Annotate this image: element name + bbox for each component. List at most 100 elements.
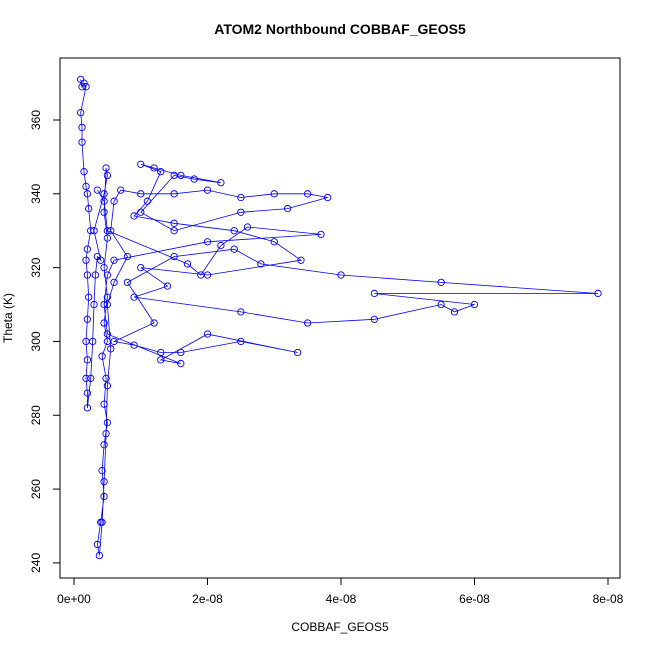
y-tick-label: 360: [29, 110, 43, 130]
data-point: [103, 234, 112, 242]
data-point: [130, 293, 138, 301]
data-point: [87, 374, 95, 382]
data-point: [90, 300, 98, 309]
data-point: [102, 430, 110, 438]
data-point: [110, 337, 118, 346]
data-point: [237, 308, 245, 316]
chart-title: ATOM2 Northbound COBBAF_GEOS5: [214, 21, 466, 37]
data-point: [130, 212, 138, 220]
data-point: [102, 374, 110, 382]
data-line: [80, 79, 599, 556]
y-axis-label: Theta (K): [1, 293, 15, 343]
data-point: [103, 293, 112, 301]
plot-frame: [59, 57, 621, 579]
data-point: [100, 478, 108, 486]
data-point: [243, 223, 252, 231]
x-tick-label: 0e+00: [57, 592, 91, 606]
data-point: [470, 300, 479, 309]
data-point: [370, 315, 379, 323]
data-point: [137, 190, 145, 198]
data-point: [100, 319, 108, 327]
data-point: [82, 182, 90, 191]
data-point: [230, 245, 238, 253]
data-point: [270, 190, 278, 198]
data-point: [163, 282, 172, 290]
data-point: [370, 289, 379, 298]
data-point: [170, 190, 178, 198]
data-point: [100, 441, 108, 449]
data-point: [217, 179, 225, 187]
data-point: [150, 164, 158, 172]
data-point: [97, 256, 105, 264]
data-point: [100, 263, 108, 272]
data-point: [297, 256, 305, 264]
data-point: [437, 278, 445, 287]
data-point: [594, 289, 602, 298]
x-tick-label: 2e-08: [192, 592, 223, 606]
data-point: [117, 186, 125, 194]
data-point: [78, 138, 86, 146]
y-tick-label: 280: [29, 405, 43, 425]
x-tick-label: 4e-08: [326, 592, 357, 606]
y-tick-label: 300: [29, 331, 43, 351]
y-tick-label: 240: [29, 553, 43, 573]
data-point: [183, 260, 192, 268]
data-point: [137, 263, 145, 272]
data-point: [170, 227, 178, 235]
y-tick-label: 260: [29, 479, 43, 499]
data-point: [230, 227, 238, 235]
data-point: [217, 241, 225, 250]
data-point: [89, 337, 97, 346]
data-point: [87, 227, 95, 235]
data-point: [82, 374, 90, 382]
x-tick-label: 6e-08: [459, 592, 490, 606]
data-point: [103, 330, 112, 338]
data-point: [93, 186, 102, 194]
data-point: [100, 197, 108, 205]
data-point: [157, 348, 165, 357]
data-point: [137, 208, 145, 216]
data-point: [107, 345, 115, 353]
y-tick-label: 340: [29, 183, 43, 203]
data-point: [103, 300, 112, 309]
data-point: [170, 252, 178, 261]
data-point: [203, 330, 212, 338]
data-point: [83, 356, 92, 364]
data-point: [437, 300, 445, 309]
data-point: [80, 79, 88, 87]
data-point: [100, 190, 108, 198]
data-point: [103, 418, 112, 427]
data-point: [237, 337, 245, 346]
data-point: [303, 319, 312, 327]
data-point: [150, 319, 158, 327]
data-point: [95, 551, 104, 560]
data-point: [83, 190, 92, 198]
data-point: [83, 389, 92, 397]
data-point: [203, 238, 212, 246]
data-point: [450, 308, 459, 316]
data-point: [107, 227, 115, 235]
data-point: [177, 348, 185, 357]
data-point: [157, 356, 165, 364]
data-point: [85, 204, 93, 213]
data-point: [103, 271, 112, 279]
data-point: [85, 293, 93, 301]
data-point: [317, 230, 325, 239]
data-point: [303, 190, 312, 198]
data-point: [98, 518, 106, 526]
data-point: [78, 83, 86, 91]
data-point: [103, 227, 112, 235]
data-point: [237, 193, 245, 202]
data-point: [257, 260, 265, 268]
data-point: [78, 123, 86, 132]
data-point: [83, 404, 92, 412]
data-point: [137, 160, 145, 168]
data-point: [93, 540, 102, 549]
x-axis-label: COBBAF_GEOS5: [291, 620, 389, 634]
data-point: [130, 341, 138, 349]
data-point: [98, 466, 106, 475]
data-point: [203, 186, 212, 194]
data-point: [98, 352, 106, 360]
data-point: [83, 271, 92, 279]
